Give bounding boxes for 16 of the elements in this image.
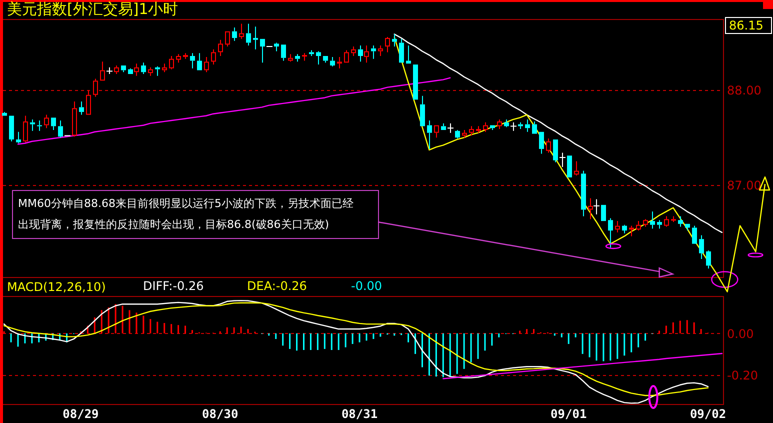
x-tick-label: 08/29: [62, 407, 99, 421]
y-tick-label: 88.00: [727, 84, 762, 98]
series-label: DIFF:-0.26: [143, 279, 204, 293]
chart-title: MACD(12,26,10): [7, 280, 106, 294]
annotation: MM60分钟自88.68来目前很明显以运行5小波的下跌，另技术面已经出现背离，报复性的反拉随时会出现，目标86.8(破86关口无效): [18, 197, 354, 231]
y-tick-label: -0.20: [727, 368, 758, 382]
text: 86.15: [729, 18, 764, 32]
y-tick-label: 87.00: [727, 178, 762, 192]
x-tick-label: 09/01: [550, 407, 587, 421]
x-tick-label: 08/31: [341, 407, 378, 421]
series-label: DEA:-0.26: [247, 279, 307, 293]
x-tick-label: 08/30: [202, 407, 238, 421]
text: -0.00: [351, 279, 382, 293]
y-tick-label: 0.00: [727, 326, 754, 341]
chart-title: 美元指数[外汇交易]1小时: [7, 0, 178, 18]
x-tick-label: 09/02: [690, 407, 726, 421]
